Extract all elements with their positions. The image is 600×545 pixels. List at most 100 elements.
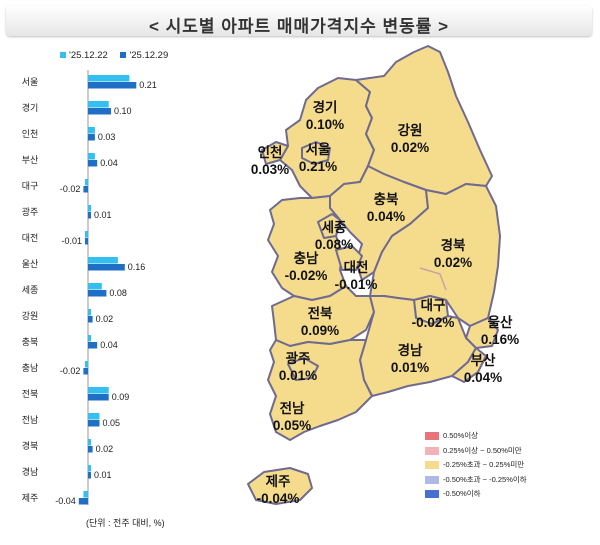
data-label: -0.02 <box>60 366 81 376</box>
region-value-label: 0.09% <box>301 323 339 338</box>
region-name-label: 전북 <box>308 305 333 321</box>
region-value-label: 0.02% <box>391 140 429 155</box>
bar-chart: 서울 0.21 경기 0.10 인천 0.03 부산 0.04 대구 -0.02 광주 0.01 대전 -… <box>22 70 157 506</box>
data-label: -0.04 <box>55 496 76 506</box>
region-name-label: 경기 <box>313 99 338 115</box>
bar-week1 <box>88 127 95 134</box>
bar-week2 <box>88 290 107 297</box>
region-value-label: 0.04% <box>367 209 405 224</box>
data-label: 0.01 <box>94 210 112 220</box>
map-legend-item: -0.50%초과 ~ -0.25%이하 <box>425 475 527 490</box>
region-value-label: 0.16% <box>481 332 519 347</box>
bar-week2 <box>88 420 100 427</box>
legend-label-week2: '25.12.29 <box>129 50 169 61</box>
bar-week1 <box>88 153 95 160</box>
data-label: 0.05 <box>103 418 121 428</box>
region-jeju <box>247 467 313 505</box>
region-name-label: 경북 <box>441 237 466 253</box>
data-label: 0.04 <box>100 158 118 168</box>
category-label: 서울 <box>22 77 39 87</box>
bar-week1 <box>88 465 91 472</box>
category-label: 충남 <box>22 363 39 373</box>
bar-week2 <box>85 238 88 245</box>
data-label: 0.10 <box>114 106 132 116</box>
region-value-label: 0.01% <box>391 360 429 375</box>
region-gwangju <box>287 357 319 381</box>
region-name-label: 강원 <box>398 122 423 138</box>
data-label: 0.01 <box>94 470 112 480</box>
region-value-label: 0.03% <box>251 162 289 177</box>
category-label: 부산 <box>22 155 39 165</box>
data-label: 0.21 <box>139 80 157 90</box>
region-name-label: 부산 <box>471 352 496 368</box>
bar-week1 <box>85 361 88 368</box>
region-name-label: 서울 <box>306 141 331 157</box>
region-seoul <box>301 141 331 165</box>
page-title: < 시도별 아파트 매매가격지수 변동률 > <box>148 17 450 36</box>
map-labels: 경기 0.10% 강원 0.02% 인천 0.03% 서울 0.21% 충북 0.04% 세종 0.0… <box>251 99 519 506</box>
region-daejeon <box>335 245 363 271</box>
region-name-label: 제주 <box>266 474 291 489</box>
map-legend-label: -0.25%초과 ~ 0.25%미만 <box>443 460 525 469</box>
region-name-label: 충북 <box>374 192 399 207</box>
region-name-label: 대전 <box>344 259 369 275</box>
region-incheon <box>261 141 289 165</box>
category-label: 전북 <box>22 389 39 399</box>
bar-week1 <box>88 309 91 316</box>
region-value-label: -0.02% <box>285 268 328 283</box>
map-legend-swatch <box>425 475 439 484</box>
legend-label-week1: '25.12.22 <box>69 50 108 61</box>
region-value-label: 0.04% <box>464 370 502 385</box>
bar-week2 <box>88 264 125 271</box>
region-value-label: 0.21% <box>299 159 337 174</box>
bar-week2 <box>78 498 88 505</box>
category-label: 광주 <box>22 206 39 217</box>
bar-week1 <box>88 75 130 82</box>
category-label: 경기 <box>22 102 39 113</box>
data-label: 0.02 <box>96 444 114 454</box>
title-bar: < 시도별 아파트 매매가격지수 변동률 > <box>6 6 592 36</box>
bar-week1 <box>88 101 109 108</box>
region-value-label: 0.08% <box>315 237 353 252</box>
region-name-label: 대구 <box>421 298 446 313</box>
bar-week2 <box>88 82 137 89</box>
bar-week2 <box>88 108 111 115</box>
category-label: 대전 <box>22 233 39 243</box>
bar-week1 <box>88 205 91 212</box>
bar-week1 <box>88 335 91 342</box>
region-ulsan-border <box>419 267 447 291</box>
category-label: 대구 <box>22 181 39 191</box>
bar-week1 <box>88 413 100 420</box>
map-legend-swatch <box>425 446 439 455</box>
bar-week1 <box>85 179 88 186</box>
region-busan <box>451 347 487 383</box>
category-label: 전남 <box>22 415 39 425</box>
bar-week1 <box>83 491 88 498</box>
bar-week2 <box>88 212 91 219</box>
region-value-label: 0.02% <box>434 255 472 270</box>
region-name-label: 세종 <box>322 220 347 235</box>
legend-swatch-week2 <box>120 52 127 59</box>
data-label: 0.09 <box>112 392 130 402</box>
category-label: 울산 <box>22 259 39 269</box>
region-value-label: -0.02% <box>412 315 455 330</box>
category-label: 경남 <box>22 466 39 477</box>
data-label: -0.02 <box>60 184 81 194</box>
region-name-label: 울산 <box>488 314 513 330</box>
map-legend-item: -0.50%이하 <box>425 489 527 504</box>
bar-week2 <box>88 446 93 453</box>
data-label: 0.04 <box>100 340 118 350</box>
map-legend-item: 0.50%이상 <box>425 431 527 446</box>
bar-week1 <box>85 231 88 238</box>
region-name-label: 전남 <box>280 400 305 416</box>
map-legend-label: -0.50%초과 ~ -0.25%이하 <box>443 474 527 484</box>
map-legend-item: 0.25%이상 ~ 0.50%미만 <box>425 446 527 461</box>
data-label: 0.08 <box>109 288 127 298</box>
bar-week1 <box>88 257 118 264</box>
region-value-label: 0.10% <box>306 117 344 132</box>
legend-item-week2: '25.12.29 <box>120 50 168 61</box>
unit-note: (단위 : 전주 대비, %) <box>86 518 165 528</box>
region-value-label: 0.01% <box>279 368 317 383</box>
bar-week1 <box>88 439 91 446</box>
category-label: 충북 <box>22 337 39 347</box>
